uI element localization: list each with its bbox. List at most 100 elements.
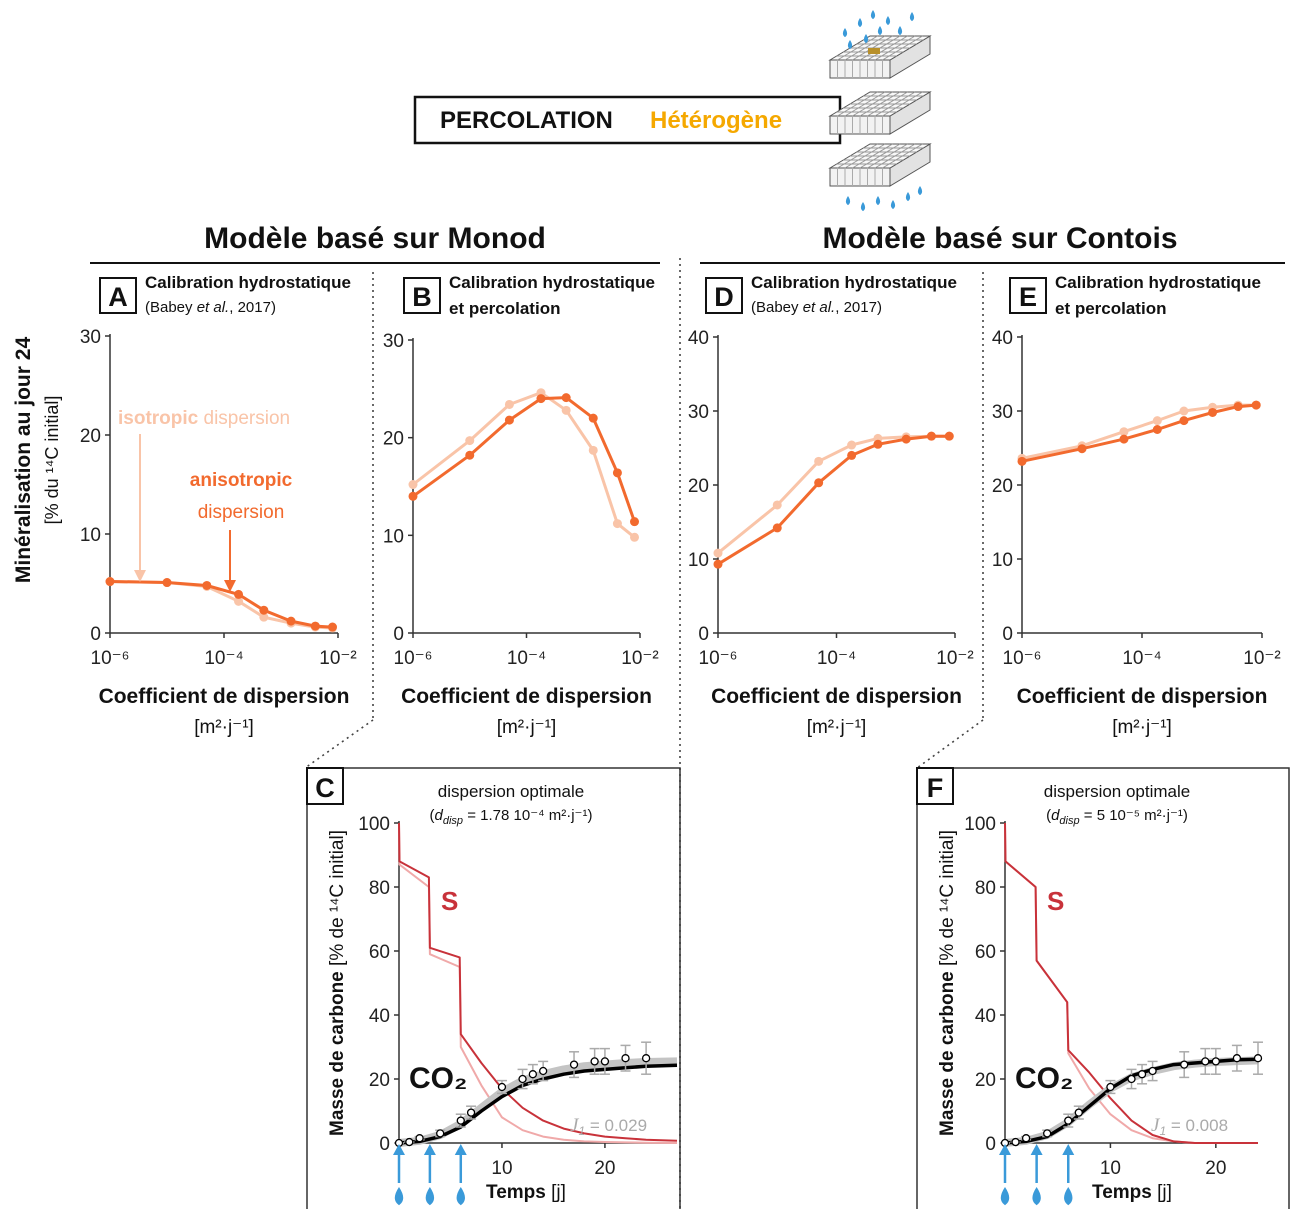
- panel-letter-box: [99, 277, 137, 314]
- arrow-head: [1030, 1144, 1043, 1155]
- arrow-head: [423, 1144, 436, 1155]
- text-part: 1: [578, 1124, 585, 1138]
- water-drop: [845, 196, 851, 206]
- y-tick-label: 60: [369, 942, 390, 963]
- fit-label: J1 = 0.008: [1151, 1115, 1228, 1138]
- text-part: = 5 10⁻⁵ m²·j⁻¹): [1080, 807, 1188, 824]
- observation: [415, 1134, 424, 1143]
- series-line: [412, 391, 636, 539]
- y-tick-label: 40: [992, 328, 1013, 349]
- y-tick-label: 40: [369, 1006, 390, 1027]
- y-tick-label: 20: [369, 1070, 390, 1091]
- y-tick-label: 100: [964, 814, 996, 835]
- water-drop: [394, 1187, 404, 1206]
- x-tick-label: 10⁻²: [621, 648, 659, 669]
- tracer-patch: [868, 48, 880, 54]
- panel-title: Calibration hydrostatique: [1055, 273, 1261, 292]
- point: [630, 517, 640, 527]
- y-tick-label: 0: [393, 624, 404, 645]
- text-part: = 0.029: [585, 1116, 647, 1135]
- series-line: [412, 396, 636, 523]
- water-drop: [1032, 1187, 1041, 1206]
- text-part: , 2017): [229, 299, 276, 316]
- observation: [600, 1057, 610, 1066]
- panel-letter-box: [1009, 277, 1047, 314]
- observation: [1127, 1074, 1136, 1084]
- panel-title: et percolation: [449, 299, 560, 318]
- observation: [497, 1082, 507, 1092]
- y-tick-label: 0: [698, 624, 709, 645]
- arrow-head: [454, 1144, 467, 1155]
- text-part: 1: [1159, 1124, 1166, 1138]
- x-axis-unit: [m²·j⁻¹]: [1112, 717, 1172, 738]
- observation: [518, 1074, 527, 1084]
- observation: [1137, 1070, 1147, 1079]
- text-part: [j]: [546, 1182, 566, 1203]
- point: [814, 478, 824, 488]
- y-tick-label: 30: [80, 327, 101, 348]
- water-drop: [857, 18, 863, 28]
- section-title: Modèle basé sur Monod: [204, 222, 546, 255]
- observation: [466, 1108, 476, 1117]
- y-tick-label: 20: [80, 426, 101, 447]
- annotation: isotropic dispersion: [118, 408, 290, 429]
- panel-letter-box: [705, 277, 743, 314]
- point: [1152, 416, 1162, 426]
- x-axis-title: Temps [j]: [486, 1182, 566, 1203]
- y-tick-label: 80: [369, 878, 390, 899]
- x-tick-label: 10⁻²: [1243, 648, 1281, 669]
- point: [772, 523, 782, 533]
- y-axis-title: Minéralisation au jour 24: [12, 337, 35, 584]
- panel-title: dispersion optimale: [438, 782, 584, 801]
- header-title: PERCOLATION: [440, 107, 613, 134]
- point: [327, 622, 337, 632]
- text-part: J: [570, 1115, 580, 1136]
- point: [588, 413, 598, 423]
- point: [561, 405, 571, 415]
- y-tick-label: 100: [358, 814, 390, 835]
- x-tick-label: 10⁻²: [319, 648, 357, 669]
- point: [259, 612, 269, 622]
- y-tick-label: 20: [992, 476, 1013, 497]
- x-axis-title: Coefficient de dispersion: [711, 685, 962, 708]
- y-tick-label: 10: [992, 550, 1013, 571]
- y-tick-label: 30: [688, 402, 709, 423]
- text-part: et al.: [803, 299, 836, 316]
- text-part: (Babey: [751, 299, 803, 316]
- text-part: et al.: [197, 299, 230, 316]
- point: [713, 559, 723, 569]
- point: [310, 621, 320, 631]
- text-part: = 1.78 10⁻⁴ m²·j⁻¹): [463, 807, 592, 824]
- panel-title: Calibration hydrostatique: [751, 273, 957, 292]
- y-axis-title: Masse de carbone [% de ¹⁴C initial]: [327, 830, 348, 1136]
- panel: A Calibration hydrostatique (Babey et al.,…: [80, 273, 357, 738]
- y-axis-title: Masse de carbone [% de ¹⁴C initial]: [937, 830, 958, 1136]
- series-line: [1004, 822, 1258, 1144]
- series-line: [109, 580, 333, 629]
- x-tick-label: 10⁻²: [936, 648, 974, 669]
- panel-letter: F: [927, 773, 944, 803]
- point: [1152, 425, 1162, 434]
- panel-title: et percolation: [1055, 299, 1166, 318]
- panel-letter-box: [403, 277, 441, 314]
- s-label: S: [441, 886, 458, 916]
- point: [1179, 416, 1189, 426]
- text-part: d: [1051, 807, 1060, 824]
- water-drop: [425, 1187, 435, 1206]
- point: [901, 434, 911, 444]
- text-part: disp: [1059, 815, 1079, 827]
- observation: [436, 1129, 445, 1138]
- y-tick-label: 40: [688, 328, 709, 349]
- point: [561, 393, 571, 403]
- s-label: S: [1047, 886, 1064, 916]
- point: [772, 500, 782, 510]
- y-tick-label: 10: [383, 526, 404, 547]
- panel-letter-box: [306, 767, 344, 805]
- arrow-head: [134, 570, 146, 582]
- text-part: Temps: [486, 1182, 546, 1203]
- water-drop: [847, 40, 853, 50]
- arrow-head: [393, 1144, 405, 1155]
- y-tick-label: 30: [383, 331, 404, 352]
- point: [588, 445, 598, 455]
